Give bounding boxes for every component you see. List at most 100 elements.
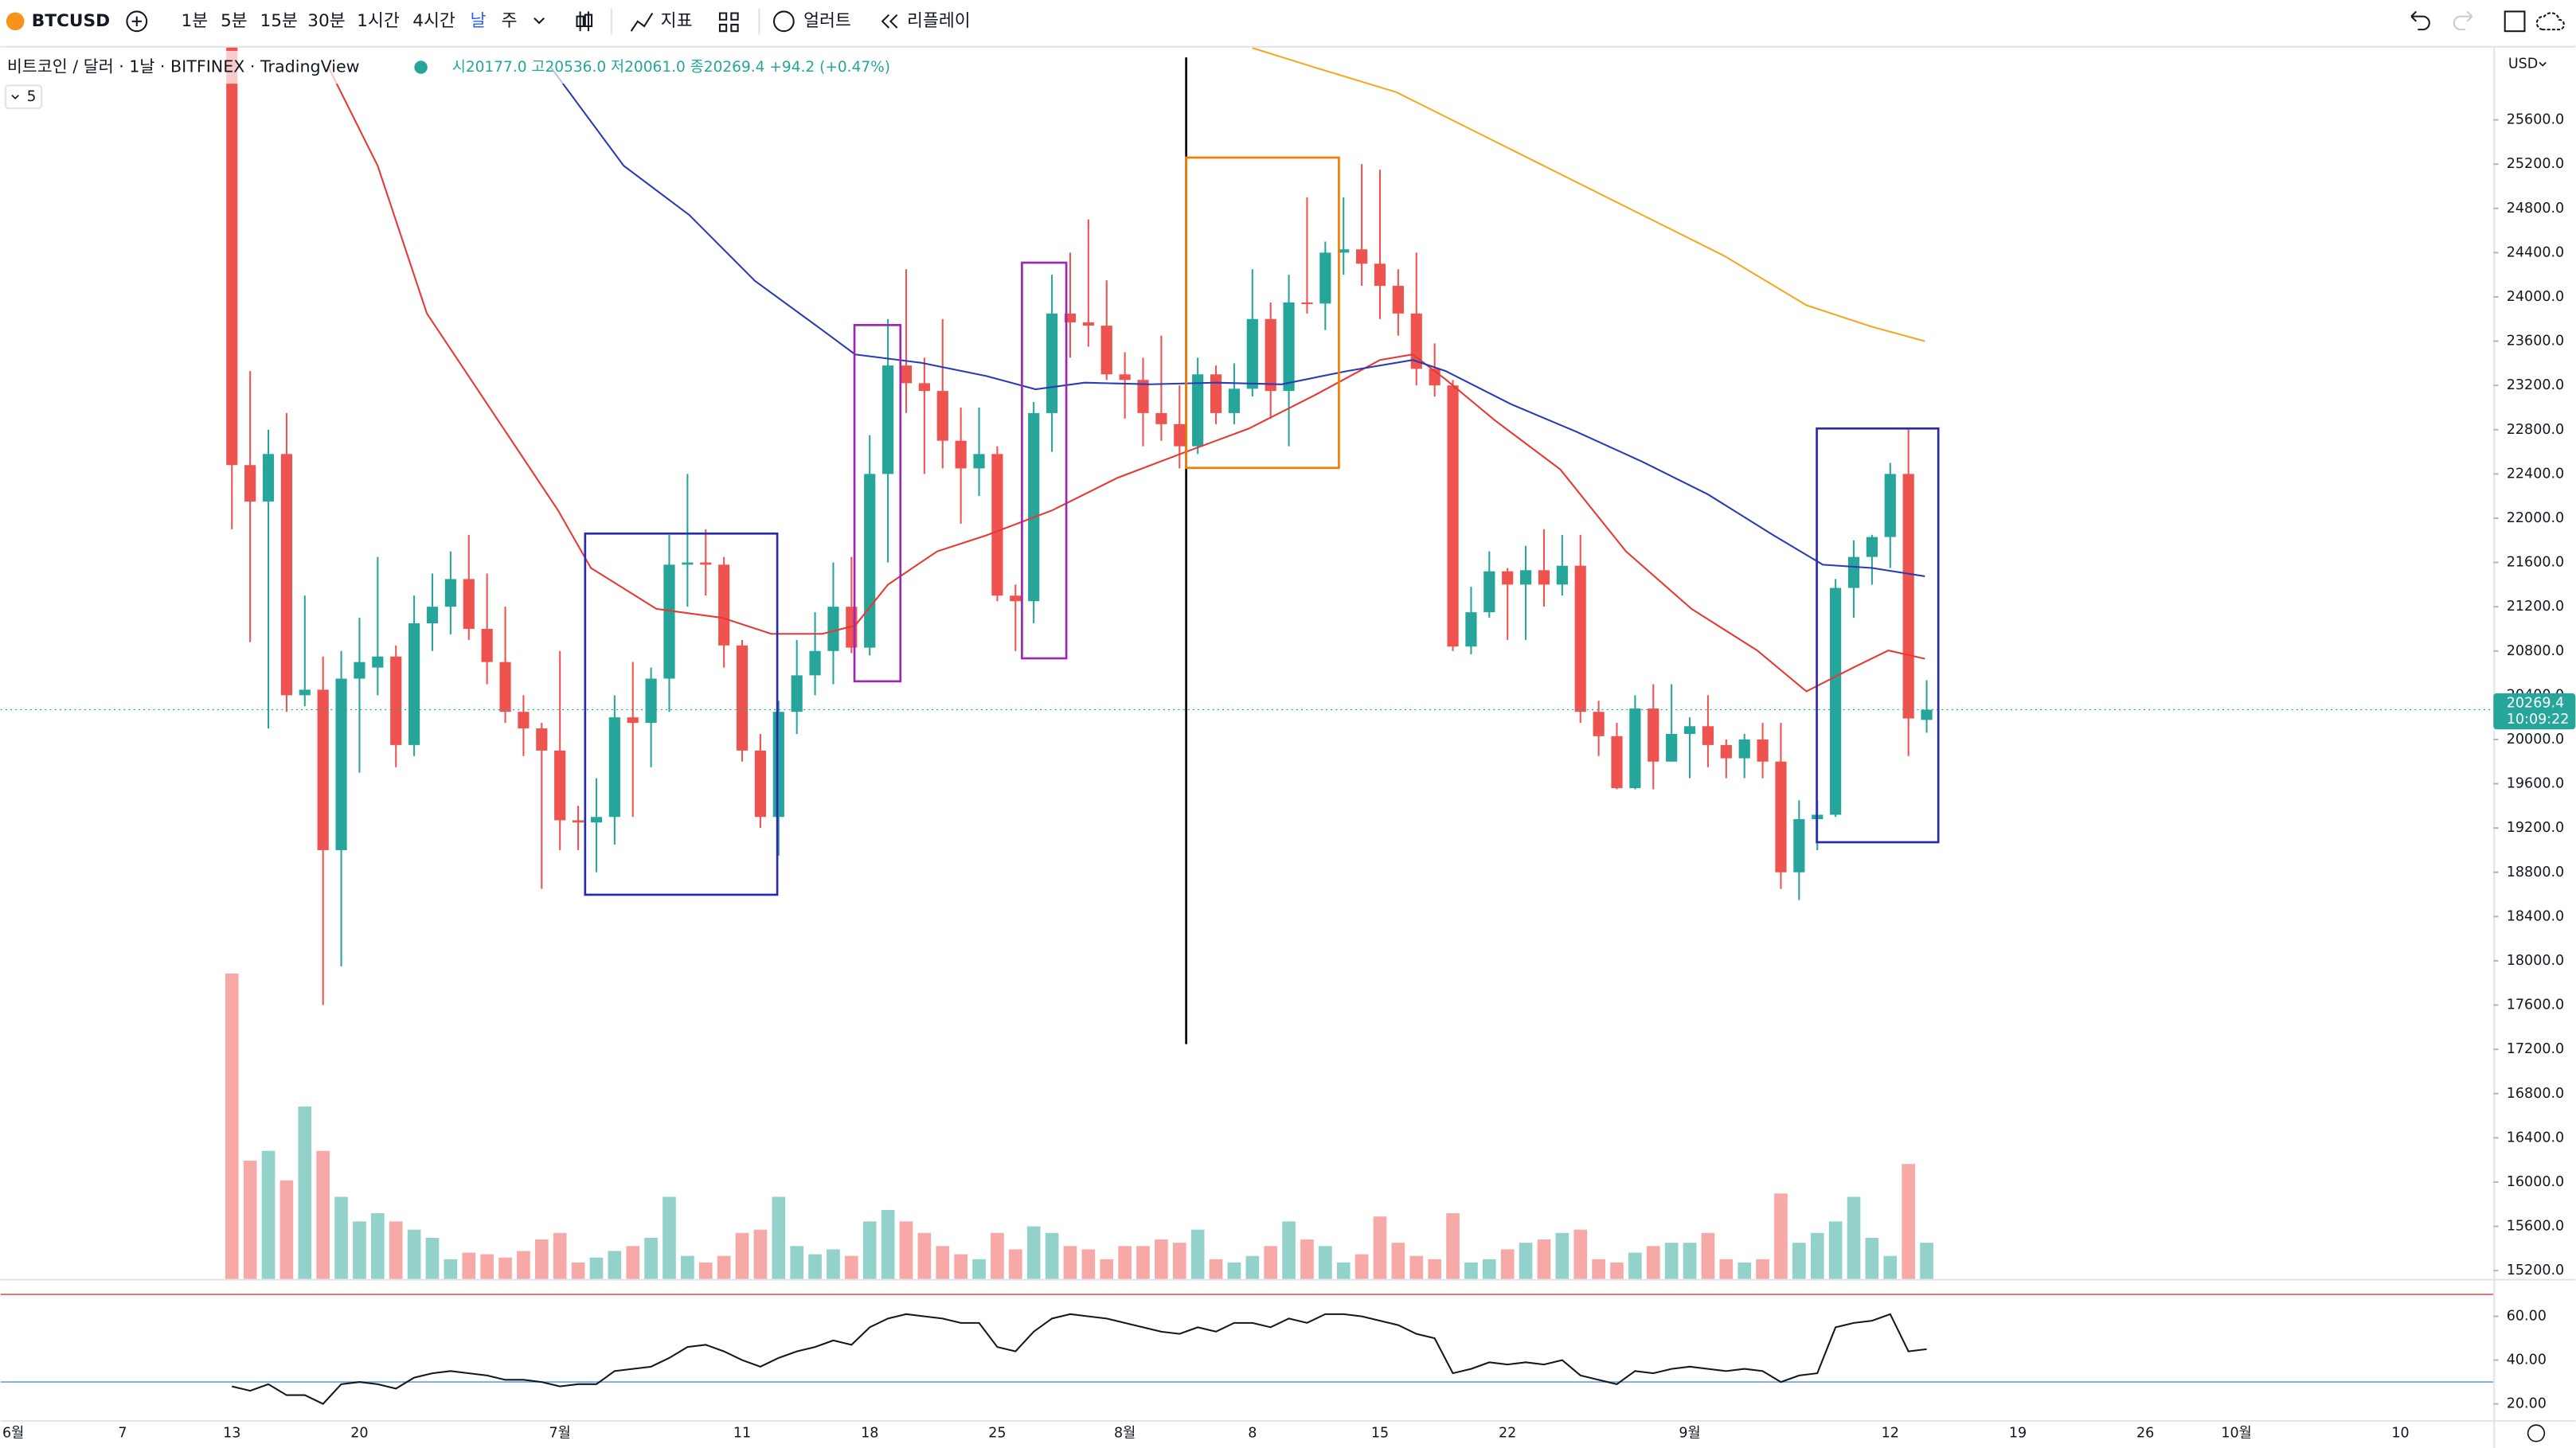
save[interactable] (2535, 12, 2565, 31)
candle-body (1775, 761, 1787, 872)
volume-bar (553, 1232, 567, 1279)
volume-bar (1428, 1259, 1441, 1279)
volume-bar (972, 1259, 986, 1279)
volume-bar (1282, 1221, 1296, 1279)
volume-bar (571, 1262, 585, 1279)
candle-body (663, 564, 675, 679)
fullscreen[interactable] (2504, 10, 2526, 33)
rectangle[interactable] (1816, 427, 1940, 844)
volume-bar (1136, 1246, 1150, 1279)
volume-bar (698, 1262, 713, 1279)
candle-body (1519, 570, 1532, 585)
y-tick-label: 20800.0 (2507, 643, 2564, 659)
volume-bar (1664, 1243, 1679, 1279)
volume-bar (681, 1255, 694, 1279)
candle-body (1374, 263, 1386, 287)
currency-menu (2539, 61, 2547, 67)
moving-average (327, 67, 1925, 693)
candle-body (1593, 712, 1605, 736)
x-tick-label: 7 (118, 1425, 127, 1441)
indicators[interactable]: 지표 (661, 11, 693, 31)
candle-body (1738, 739, 1750, 759)
volume-bar (1300, 1239, 1314, 1279)
candle-body (1847, 556, 1860, 588)
volume-bar (1738, 1262, 1752, 1279)
volume-bar (862, 1221, 877, 1279)
chart-type[interactable] (576, 11, 593, 32)
candle-body (1483, 571, 1495, 613)
candle-body (554, 750, 566, 821)
y-tick-label: 19200.0 (2507, 820, 2564, 836)
candle-body (226, 47, 238, 466)
legend-title: 비트코인 / 달러 · 1날 · BITFINEX · TradingView (7, 57, 360, 76)
candle-body (1611, 736, 1623, 789)
candle-body (426, 607, 439, 624)
interval[interactable]: 15분 (260, 11, 297, 31)
candle-body (1648, 708, 1659, 762)
replay[interactable]: 리플레이 (907, 11, 971, 31)
candle-body (536, 728, 548, 751)
volume-bar (753, 1229, 768, 1279)
interval[interactable]: 30분 (307, 11, 345, 31)
interval[interactable]: 주 (502, 11, 518, 31)
interval[interactable]: 1시간 (357, 11, 400, 31)
candle-body (936, 391, 948, 441)
candle-body (791, 675, 803, 712)
interval[interactable]: 4시간 (412, 11, 455, 31)
volume-bar (644, 1238, 658, 1279)
volume-bar (1354, 1254, 1369, 1279)
volume-bar (462, 1252, 476, 1279)
currency[interactable]: USD (2508, 56, 2538, 72)
volume-bar (1592, 1259, 1605, 1279)
last-price-tag (2493, 693, 2576, 730)
countdown: 10:09:22 (2507, 712, 2570, 728)
volume-bar (370, 1213, 385, 1279)
x-tick-label: 11 (733, 1425, 751, 1441)
x-tick-label: 13 (223, 1425, 240, 1441)
legend-count[interactable]: 5 (27, 88, 37, 105)
candle-body (754, 750, 767, 818)
rectangle[interactable] (853, 324, 902, 683)
candle-body (1046, 313, 1058, 413)
candle-body (864, 474, 876, 648)
volume-bar (772, 1196, 786, 1279)
volume-bar (1063, 1246, 1077, 1279)
candle-body (1301, 302, 1313, 304)
candle-body (1465, 612, 1477, 647)
legend-toggle[interactable] (4, 84, 43, 110)
symbol[interactable]: BTCUSD (32, 11, 110, 31)
y-tick-label: 15600.0 (2507, 1219, 2564, 1235)
interval-active[interactable]: 날 (470, 11, 486, 31)
volume-bar (1847, 1196, 1861, 1279)
candle-body (1319, 252, 1331, 304)
volume-bar (1446, 1213, 1460, 1279)
interval[interactable]: 1분 (181, 11, 208, 31)
candle-body (1793, 819, 1805, 872)
rectangle[interactable] (584, 532, 779, 896)
volume-bar (334, 1196, 348, 1279)
interval[interactable]: 5분 (221, 11, 248, 31)
volume-bar (1883, 1255, 1898, 1279)
volume-bar (353, 1221, 366, 1279)
y-tick-label: 21600.0 (2507, 555, 2564, 571)
x-tick-label: 26 (2136, 1425, 2154, 1441)
volume-bar (827, 1249, 840, 1279)
candle-body (1356, 249, 1368, 264)
interval-menu[interactable] (534, 17, 545, 25)
settings[interactable] (2527, 1424, 2546, 1442)
redo[interactable] (2453, 10, 2473, 31)
candle-body (809, 650, 821, 676)
alert[interactable]: 얼러트 (803, 11, 851, 31)
rectangle[interactable] (1021, 261, 1068, 660)
volume-bar (899, 1221, 913, 1279)
rectangle[interactable] (1185, 156, 1340, 470)
layouts[interactable] (718, 12, 739, 33)
candle-body (1884, 474, 1896, 537)
volume-bar (1701, 1232, 1715, 1279)
add-symbol[interactable] (126, 10, 148, 33)
candle-body (627, 717, 639, 724)
undo[interactable] (2410, 10, 2430, 31)
y-tick-label: 16400.0 (2507, 1130, 2564, 1146)
x-tick-label: 20 (350, 1425, 368, 1441)
